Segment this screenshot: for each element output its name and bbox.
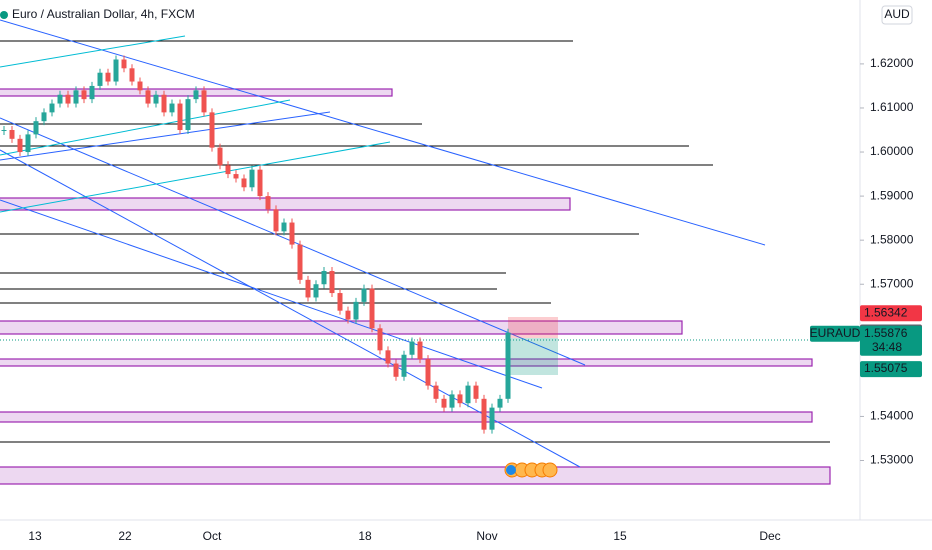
candle	[25, 134, 31, 153]
price-badge	[860, 325, 922, 356]
candle	[409, 341, 415, 355]
candle	[49, 103, 55, 113]
candle	[169, 103, 175, 113]
candle	[17, 138, 23, 153]
status-dot	[0, 11, 8, 19]
candle	[241, 178, 247, 188]
x-tick-label: 22	[118, 529, 132, 543]
candle	[225, 165, 231, 175]
candle	[177, 103, 183, 130]
candle	[425, 359, 431, 386]
price-badge-label: 1.55876	[864, 326, 908, 340]
y-tick-label: 1.60000	[870, 144, 914, 158]
candle	[305, 279, 311, 298]
currency-button[interactable]	[881, 5, 913, 25]
candle	[353, 301, 359, 320]
x-tick-label: 13	[28, 529, 42, 543]
candle	[153, 94, 159, 104]
candle	[129, 68, 135, 82]
candle	[201, 90, 207, 113]
candle	[257, 169, 263, 197]
x-tick-label: Oct	[203, 529, 222, 543]
events	[504, 462, 558, 478]
x-tick-label: 18	[358, 529, 372, 543]
candle	[57, 94, 63, 104]
candle	[297, 244, 303, 280]
candle	[337, 293, 343, 311]
candle	[473, 385, 479, 399]
candle	[233, 174, 239, 179]
candle	[481, 398, 487, 430]
x-tick-label: Dec	[759, 529, 780, 543]
y-tick-label: 1.62000	[870, 56, 914, 70]
candle	[113, 59, 119, 82]
candle	[393, 363, 399, 377]
countdown: 34:48	[872, 340, 902, 354]
candle	[249, 169, 255, 188]
candle	[81, 90, 87, 100]
candle	[265, 196, 271, 210]
candle	[33, 121, 39, 135]
y-tick-label: 1.53000	[870, 453, 914, 467]
x-tick-label: 15	[613, 529, 627, 543]
price-badge-label: 1.55075	[864, 361, 908, 375]
candle	[281, 222, 287, 232]
symbol-badge	[810, 325, 860, 342]
candle	[273, 209, 279, 232]
candle	[313, 284, 319, 298]
symbol-title: Euro / Australian Dollar, 4h, FXCM	[12, 7, 195, 21]
candles	[1, 55, 511, 434]
axes: 1.62000 1.61000 1.60000 1.59000 1.58000 1.570…	[28, 56, 922, 543]
candle	[489, 407, 495, 430]
candle	[121, 59, 127, 69]
candle	[289, 222, 295, 245]
candle	[321, 271, 327, 285]
candle	[97, 72, 103, 86]
candle	[401, 354, 407, 377]
candle	[89, 85, 95, 100]
x-tick-label: Nov	[476, 529, 497, 543]
candle	[73, 90, 79, 104]
candle	[497, 398, 503, 408]
candle	[505, 332, 511, 399]
candle	[449, 394, 455, 408]
candle	[457, 394, 463, 404]
y-tick-label: 1.57000	[870, 276, 914, 290]
candle	[105, 72, 111, 82]
price-badge	[860, 361, 922, 378]
candle	[329, 271, 335, 294]
price-badge-label: 1.56342	[864, 305, 908, 319]
candle	[161, 94, 167, 113]
candle	[377, 328, 383, 351]
y-tick-label: 1.58000	[870, 232, 914, 246]
currency-button-label[interactable]: AUD	[884, 7, 910, 21]
candle	[145, 90, 151, 104]
y-tick-label: 1.61000	[870, 100, 914, 114]
candle	[41, 112, 47, 122]
candle	[345, 310, 351, 320]
y-tick-label: 1.54000	[870, 409, 914, 423]
candle	[433, 385, 439, 399]
candle	[185, 99, 191, 130]
candle	[441, 398, 447, 408]
y-tick-label: 1.59000	[870, 188, 914, 202]
candle	[361, 288, 367, 302]
candle	[385, 350, 391, 364]
candle	[369, 288, 375, 329]
price-badge	[860, 305, 922, 322]
candle	[9, 130, 15, 139]
candle	[217, 147, 223, 166]
candle	[417, 341, 423, 360]
symbol-badge-label: EURAUD	[810, 326, 861, 340]
candle	[209, 112, 215, 148]
candle	[193, 90, 199, 100]
candle	[1, 130, 7, 131]
candle	[137, 81, 143, 91]
candle	[465, 385, 471, 404]
candle	[65, 94, 71, 104]
